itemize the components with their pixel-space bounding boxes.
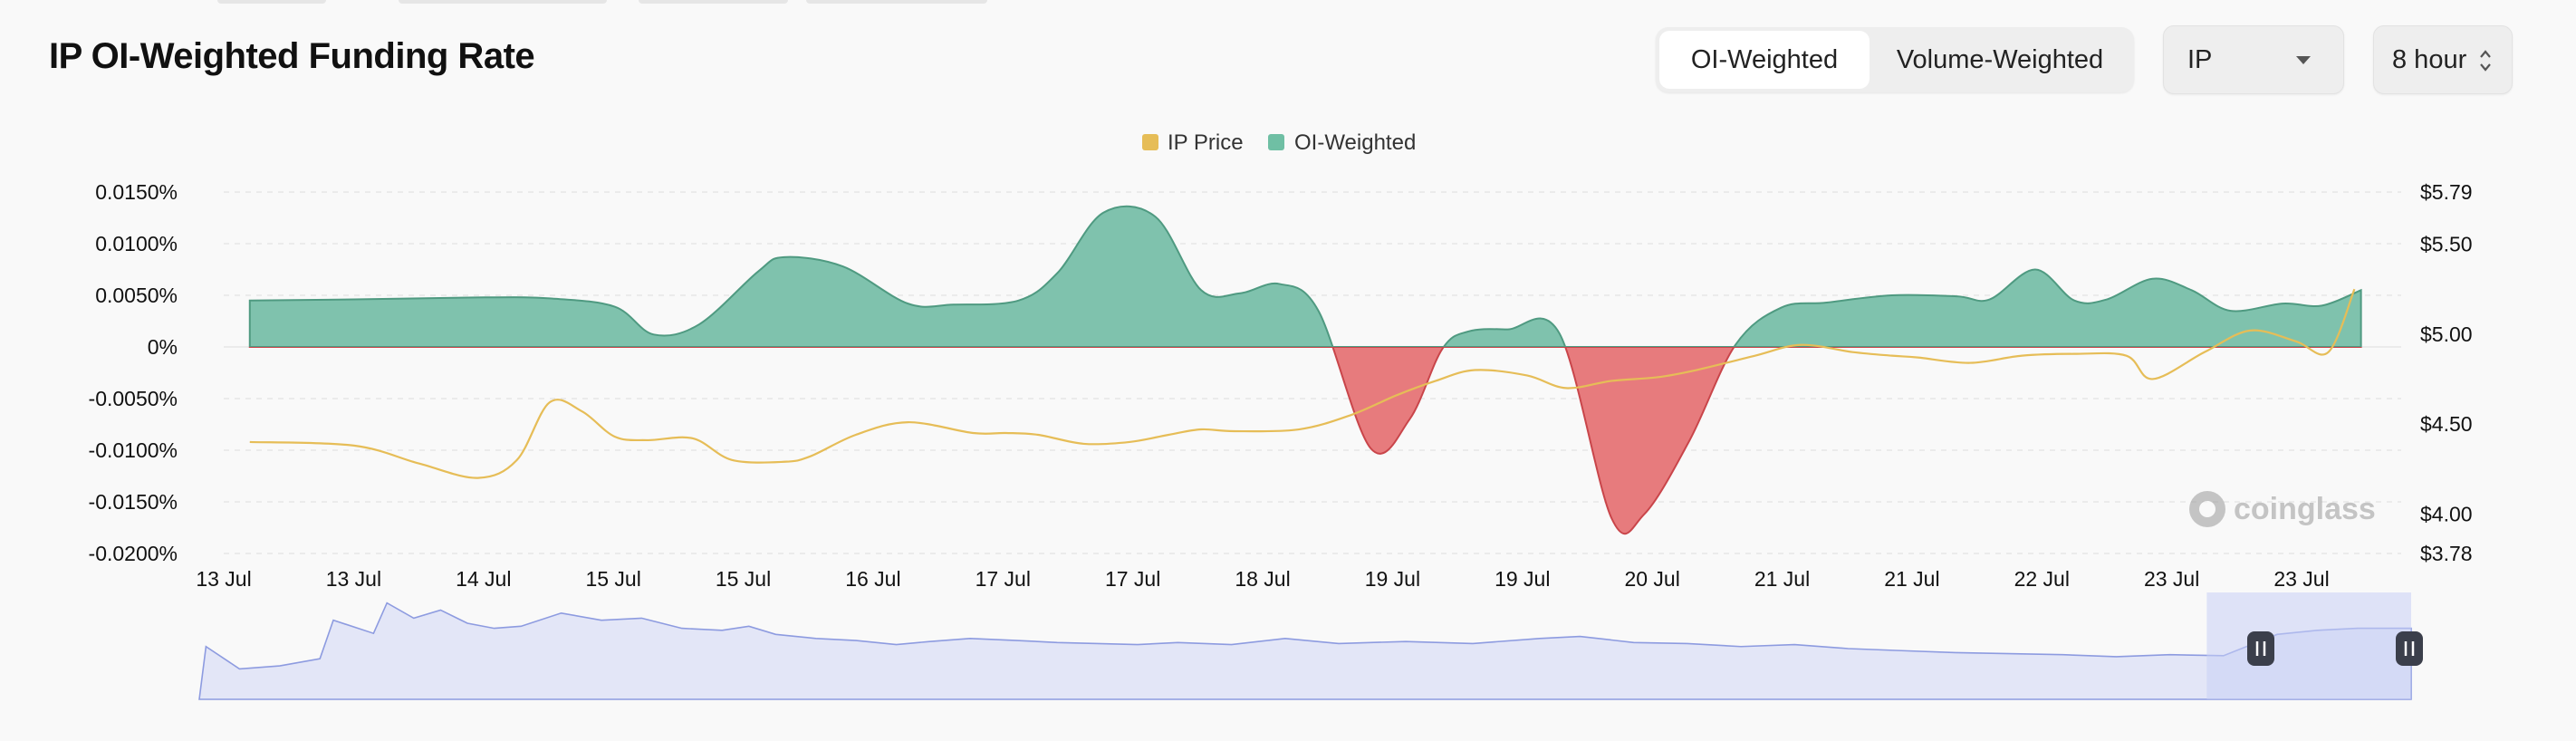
funding-area-negative: [248, 347, 2362, 535]
pause-grip-icon: [2247, 631, 2274, 666]
coin-select-value: IP: [2187, 44, 2213, 74]
x-tick-label: 14 Jul: [456, 567, 511, 591]
watermark-text: coinglass: [2234, 492, 2376, 526]
weighting-toggle: OI-Weighted Volume-Weighted: [1656, 27, 2134, 92]
y-left-tick-label: 0.0050%: [95, 284, 178, 307]
x-tick-label: 23 Jul: [2273, 567, 2329, 591]
navigator: [198, 592, 2423, 700]
funding-area: [248, 205, 2362, 535]
x-tick-label: 22 Jul: [2014, 567, 2070, 591]
x-tick-label: 20 Jul: [1624, 567, 1679, 591]
x-tick-label: 21 Jul: [1754, 567, 1810, 591]
x-tick-label: 19 Jul: [1365, 567, 1420, 591]
grid-lines: [224, 191, 2401, 554]
top-tab-stubs: [0, 0, 2576, 5]
x-tick-label: 17 Jul: [976, 567, 1031, 591]
x-tick-label: 13 Jul: [326, 567, 381, 591]
interval-select[interactable]: 8 hour: [2373, 25, 2513, 94]
y-left-tick-label: -0.0050%: [89, 387, 178, 410]
page-title: IP OI-Weighted Funding Rate: [49, 36, 535, 76]
x-tick-label: 19 Jul: [1495, 567, 1550, 591]
x-tick-label: 23 Jul: [2144, 567, 2199, 591]
legend-ip-price[interactable]: IP Price: [1168, 130, 1244, 155]
watermark: coinglass: [2189, 491, 2376, 527]
x-tick-label: 17 Jul: [1105, 567, 1160, 591]
y-axis-right: $5.79 $5.50 $5.00 $4.50 $4.00 $3.78: [2420, 180, 2473, 565]
pause-grip-icon: [2396, 631, 2423, 666]
toggle-oi-weighted[interactable]: OI-Weighted: [1659, 31, 1870, 89]
coin-select[interactable]: IP: [2163, 25, 2344, 94]
x-tick-label: 13 Jul: [196, 567, 251, 591]
up-down-chevron-icon: [2480, 50, 2491, 72]
x-tick-label: 15 Jul: [585, 567, 640, 591]
legend-swatch-oi-weighted[interactable]: [1268, 134, 1284, 150]
legend-swatch-ip-price[interactable]: [1142, 134, 1158, 150]
y-right-tick-label: $5.50: [2420, 233, 2473, 256]
y-left-tick-label: -0.0100%: [89, 438, 178, 462]
y-right-tick-label: $3.78: [2420, 542, 2473, 565]
coinglass-logo-icon: [2189, 491, 2225, 527]
x-tick-label: 18 Jul: [1235, 567, 1290, 591]
y-left-tick-label: -0.0150%: [89, 490, 178, 514]
navigator-handle-right[interactable]: [2396, 631, 2423, 666]
interval-select-value: 8 hour: [2392, 44, 2467, 74]
price-line: [249, 288, 2356, 479]
y-axis-left: 0.0150% 0.0100% 0.0050% 0% -0.0050% -0.0100% -…: [89, 180, 178, 565]
y-left-tick-label: 0.0100%: [95, 232, 178, 255]
x-tick-label: 21 Jul: [1884, 567, 1939, 591]
y-left-tick-label: -0.0200%: [89, 542, 178, 565]
y-left-tick-label: 0.0150%: [95, 180, 178, 204]
toggle-volume-weighted[interactable]: Volume-Weighted: [1896, 44, 2104, 74]
y-right-tick-label: $4.50: [2420, 412, 2473, 436]
y-right-tick-label: $5.79: [2420, 180, 2473, 204]
y-right-tick-label: $5.00: [2420, 322, 2473, 346]
navigator-selected-range[interactable]: [2206, 592, 2411, 699]
legend-oi-weighted[interactable]: OI-Weighted: [1294, 130, 1416, 155]
x-tick-label: 16 Jul: [845, 567, 900, 591]
chevron-down-icon: [2296, 56, 2311, 64]
y-right-tick-label: $4.00: [2420, 502, 2473, 525]
funding-area-positive: [248, 205, 2362, 347]
x-axis: 13 Jul 13 Jul 14 Jul 15 Jul 15 Jul 16 Jul 17 J…: [196, 567, 2329, 591]
navigator-handle-left[interactable]: [2247, 631, 2274, 666]
legend: IP Price OI-Weighted: [1142, 130, 1416, 155]
y-left-tick-label: 0%: [148, 335, 178, 359]
x-tick-label: 15 Jul: [716, 567, 771, 591]
navigator-series: [198, 601, 2412, 700]
